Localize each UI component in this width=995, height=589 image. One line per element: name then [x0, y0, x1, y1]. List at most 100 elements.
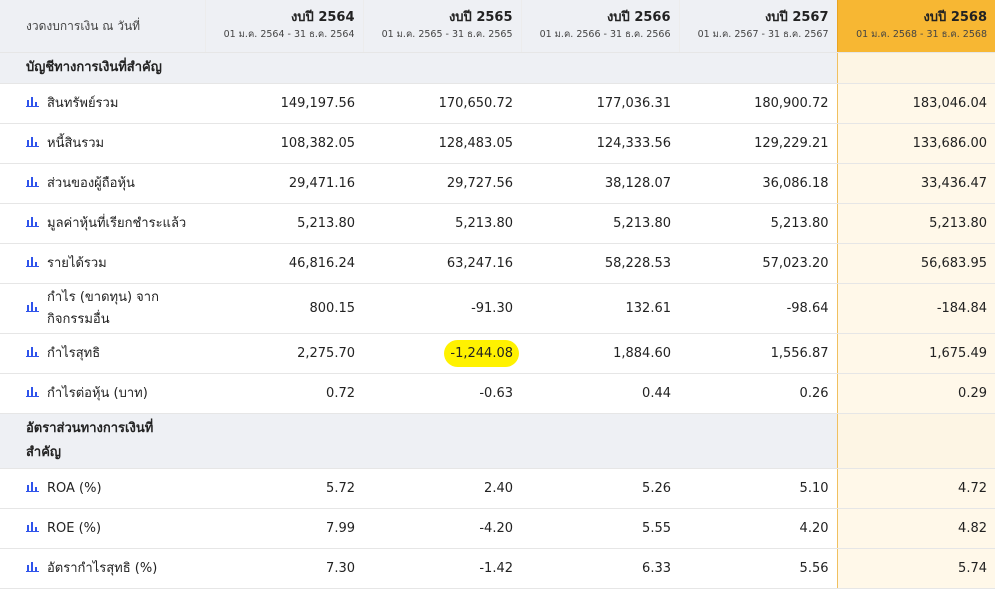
row-label: กำไรต่อหุ้น (บาท)	[47, 385, 148, 401]
value-cell: 6.33	[521, 548, 679, 589]
value-cell: 180,900.72	[679, 83, 837, 124]
cell-value: -91.30	[471, 301, 513, 316]
value-cell: 0.72	[205, 373, 363, 414]
cell-value: 132.61	[625, 301, 672, 316]
value-cell: 5.72	[205, 468, 363, 509]
cell-value: 170,650.72	[438, 96, 513, 111]
cell-value: -0.63	[479, 386, 513, 401]
row-label-cell: ส่วนของผู้ถือหุ้น	[0, 163, 205, 204]
year-header: งบปี 2567 01 ม.ค. 2567 - 31 ธ.ค. 2567	[678, 0, 837, 53]
value-cell: 132.61	[521, 283, 679, 334]
bar-chart-icon[interactable]	[26, 176, 39, 191]
cell-value: 57,023.20	[762, 256, 829, 271]
year-title: งบปี 2567	[764, 10, 829, 25]
bar-chart-icon[interactable]	[26, 346, 39, 361]
bar-chart-icon[interactable]	[26, 256, 39, 271]
cell-value: 128,483.05	[438, 136, 513, 151]
row-label: อัตรากำไรสุทธิ (%)	[47, 560, 158, 576]
value-cell: 2.40	[363, 468, 521, 509]
bar-chart-icon[interactable]	[26, 136, 39, 151]
year-title: งบปี 2564	[290, 10, 355, 25]
cell-value: 0.44	[642, 386, 671, 401]
row-label-cell: กำไร (ขาดทุน) จากกิจกรรมอื่น	[0, 283, 205, 334]
value-cell: 149,197.56	[205, 83, 363, 124]
table-row: กำไร (ขาดทุน) จากกิจกรรมอื่น 800.15 -91.30…	[0, 283, 995, 334]
year-header: งบปี 2564 01 ม.ค. 2564 - 31 ธ.ค. 2564	[204, 0, 363, 53]
value-cell: 58,228.53	[521, 243, 679, 284]
value-cell: 7.30	[205, 548, 363, 589]
bar-chart-icon[interactable]	[26, 521, 39, 536]
bar-chart-icon[interactable]	[26, 386, 39, 401]
value-cell: 124,333.56	[521, 123, 679, 164]
value-cell: 133,686.00	[836, 123, 995, 164]
cell-value: 5.56	[799, 561, 829, 576]
row-label-cell: ROE (%)	[0, 508, 205, 549]
cell-value: 177,036.31	[596, 96, 671, 111]
value-cell: 5.56	[679, 548, 837, 589]
row-label: ส่วนของผู้ถือหุ้น	[47, 175, 135, 191]
cell-value: 5,213.80	[455, 216, 513, 231]
cell-value: 5.72	[326, 481, 355, 496]
cell-value: 36,086.18	[762, 176, 829, 191]
header-row: งวดงบการเงิน ณ วันที่ งบปี 2564 01 ม.ค. …	[0, 0, 995, 53]
section-fill	[205, 52, 363, 84]
value-cell: 800.15	[205, 283, 363, 334]
value-cell: 4.82	[836, 508, 995, 549]
value-cell: 5,213.80	[836, 203, 995, 244]
bar-chart-icon[interactable]	[26, 216, 39, 231]
table-body: บัญชีทางการเงินที่สำคัญ สินทรัพย์รวม 149,1…	[0, 52, 995, 589]
year-header-current: งบปี 2568 01 ม.ค. 2568 - 31 ธ.ค. 2568	[836, 0, 995, 53]
year-header: งบปี 2565 01 ม.ค. 2565 - 31 ธ.ค. 2565	[362, 0, 521, 53]
value-cell: 5,213.80	[521, 203, 679, 244]
value-cell: -98.64	[679, 283, 837, 334]
table-row: รายได้รวม 46,816.24 63,247.16 58,228.53 57,0…	[0, 243, 995, 284]
value-cell: 0.29	[836, 373, 995, 414]
value-cell: -1,244.08	[363, 333, 521, 374]
section-header-row: อัตราส่วนทางการเงินที่สำคัญ	[0, 413, 995, 469]
section-fill	[205, 413, 363, 469]
section-title: บัญชีทางการเงินที่สำคัญ	[0, 52, 205, 84]
section-fill	[521, 413, 679, 469]
bar-chart-icon[interactable]	[26, 96, 39, 111]
cell-value: 5.10	[799, 481, 829, 496]
year-range: 01 ม.ค. 2567 - 31 ธ.ค. 2567	[697, 29, 829, 40]
value-cell: 5.74	[836, 548, 995, 589]
value-cell: 129,229.21	[679, 123, 837, 164]
value-cell: 2,275.70	[205, 333, 363, 374]
value-cell: 177,036.31	[521, 83, 679, 124]
value-cell: 38,128.07	[521, 163, 679, 204]
cell-value: 108,382.05	[280, 136, 355, 151]
row-label: ROA (%)	[47, 480, 102, 496]
row-label-cell: กำไรสุทธิ	[0, 333, 205, 374]
year-range: 01 ม.ค. 2568 - 31 ธ.ค. 2568	[856, 29, 987, 40]
cell-value: 129,229.21	[754, 136, 829, 151]
value-cell: -0.63	[363, 373, 521, 414]
section-fill	[836, 52, 995, 84]
value-cell: -91.30	[363, 283, 521, 334]
bar-chart-icon[interactable]	[26, 561, 39, 576]
row-label-cell: ROA (%)	[0, 468, 205, 509]
cell-value: 46,816.24	[288, 256, 355, 271]
cell-value: 5,213.80	[297, 216, 355, 231]
table-row: สินทรัพย์รวม 149,197.56 170,650.72 177,036.…	[0, 83, 995, 124]
cell-value: 5,213.80	[613, 216, 671, 231]
section-title: อัตราส่วนทางการเงินที่สำคัญ	[0, 413, 205, 469]
table-row: ROE (%) 7.99 -4.20 5.55 4.20 4.82	[0, 508, 995, 549]
table-row: กำไรสุทธิ 2,275.70 -1,244.08 1,884.60 1,556.…	[0, 333, 995, 374]
row-label: กำไร (ขาดทุน) จากกิจกรรมอื่น	[47, 289, 159, 327]
cell-value: 183,046.04	[912, 96, 987, 111]
cell-value: 33,436.47	[920, 176, 987, 191]
bar-chart-icon[interactable]	[26, 481, 39, 496]
cell-value: 4.72	[958, 481, 987, 496]
bar-chart-icon[interactable]	[26, 301, 39, 316]
table-row: อัตรากำไรสุทธิ (%) 7.30 -1.42 6.33 5.56 5.74	[0, 548, 995, 589]
year-title: งบปี 2565	[448, 10, 513, 25]
value-cell: 1,675.49	[836, 333, 995, 374]
cell-value: 6.33	[642, 561, 671, 576]
cell-value: 2,275.70	[297, 346, 355, 361]
cell-value: 0.26	[799, 386, 829, 401]
value-cell: 108,382.05	[205, 123, 363, 164]
row-label: กำไรสุทธิ	[47, 345, 101, 361]
period-header: งวดงบการเงิน ณ วันที่	[0, 0, 205, 53]
